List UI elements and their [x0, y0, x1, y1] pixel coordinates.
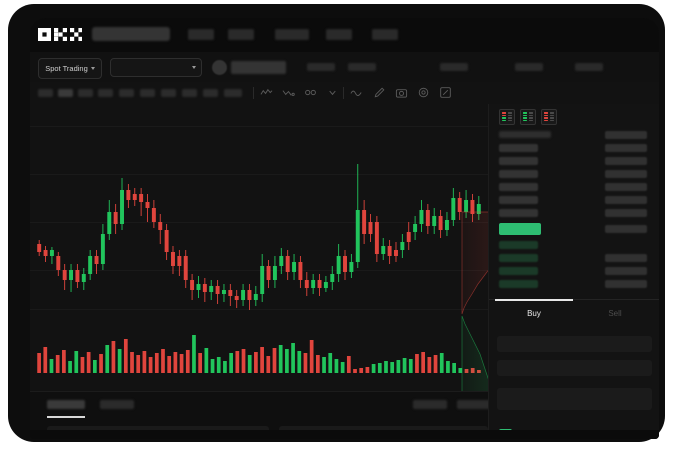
- pair-avatar-icon: [212, 60, 227, 75]
- fullscreen-icon[interactable]: [439, 86, 452, 99]
- bottom-tab-1[interactable]: [47, 400, 85, 409]
- pair-selector[interactable]: [110, 58, 202, 77]
- footer-strip: [30, 430, 659, 439]
- orderbook-ask-row-6[interactable]: [499, 209, 538, 217]
- orderbook-bid-row-1[interactable]: [499, 241, 538, 249]
- orderbook-bid-amt-4: [605, 280, 647, 288]
- orderbook-mode-asks-icon[interactable]: [541, 109, 557, 125]
- nav-item-5[interactable]: [372, 29, 398, 40]
- stat-24h-high: [348, 63, 376, 71]
- tab-buy[interactable]: Buy: [527, 309, 541, 318]
- orderbook-ask-amt-5: [605, 196, 647, 204]
- toolbar-divider-1: [253, 87, 254, 99]
- orderbook-last-price-highlight: [499, 223, 541, 235]
- orderbook-header-amount: [605, 131, 647, 139]
- chart-toolbar: [30, 82, 659, 105]
- gridline-5: [30, 309, 488, 310]
- market-type-label: Spot Trading: [45, 64, 88, 73]
- device-bezel: Spot Trading: [8, 4, 665, 442]
- stat-24h-change: [307, 63, 335, 71]
- settings-gear-icon[interactable]: [417, 86, 430, 99]
- orderbook-ask-amt-4: [605, 183, 647, 191]
- orderbook-bid-row-2[interactable]: [499, 254, 538, 262]
- orderbook-ask-row-4[interactable]: [499, 183, 538, 191]
- orderbook-mode-both-icon[interactable]: [499, 109, 515, 125]
- gridline-2: [30, 174, 488, 175]
- chevron-down-icon-toolbar[interactable]: [326, 86, 339, 99]
- device-screen: Spot Trading: [30, 18, 659, 439]
- tab-sell[interactable]: Sell: [608, 309, 622, 318]
- order-amount-field[interactable]: [497, 360, 652, 376]
- orderbook-ask-row-2[interactable]: [499, 157, 538, 165]
- timeframe-1[interactable]: [38, 89, 53, 97]
- trade-panel-tabs: Buy Sell: [489, 299, 659, 330]
- bottom-action-2[interactable]: [457, 400, 491, 409]
- orderbook-bid-row-3[interactable]: [499, 267, 538, 275]
- orderbook-ask-row-1[interactable]: [499, 144, 538, 152]
- stat-24h-low: [440, 63, 468, 71]
- chevron-down-icon-2: [192, 66, 196, 69]
- orderbook-ask-amt-1: [605, 144, 647, 152]
- orderbook-header-price: [499, 131, 551, 138]
- toolbar-divider-2: [343, 87, 344, 99]
- orderbook-bid-row-4[interactable]: [499, 280, 538, 288]
- chevron-down-icon: [90, 67, 95, 70]
- bottom-tab-active-indicator: [47, 416, 85, 418]
- okx-logo[interactable]: [38, 28, 82, 41]
- gridline-3: [30, 222, 488, 223]
- timeframe-8[interactable]: [182, 89, 197, 97]
- orderbook-view-modes: [499, 109, 557, 125]
- pencil-icon[interactable]: [373, 86, 386, 99]
- orderbook-ask-amt-6: [605, 209, 647, 217]
- market-toolbar: Spot Trading: [30, 52, 659, 82]
- nav-item-1[interactable]: [188, 29, 214, 40]
- search-input[interactable]: [92, 27, 170, 41]
- camera-icon[interactable]: [395, 86, 408, 99]
- buy-tab-active-indicator: [495, 299, 573, 301]
- timeframe-7[interactable]: [161, 89, 176, 97]
- stat-turnover: [575, 63, 603, 71]
- compare-icon[interactable]: [282, 86, 295, 99]
- candlestick-series: [37, 164, 481, 310]
- timeframe-6[interactable]: [140, 89, 155, 97]
- nav-item-2[interactable]: [228, 29, 254, 40]
- timeframe-4[interactable]: [98, 89, 113, 97]
- orderbook-panel: Buy Sell: [488, 104, 659, 439]
- stat-volume: [515, 63, 543, 71]
- volume-series: [37, 335, 481, 373]
- market-type-selector[interactable]: Spot Trading: [38, 58, 102, 79]
- orderbook-ask-amt-3: [605, 170, 647, 178]
- orderbook-ask-row-5[interactable]: [499, 196, 538, 204]
- timeframe-5[interactable]: [119, 89, 134, 97]
- nav-item-3[interactable]: [275, 29, 309, 40]
- order-total-field[interactable]: [497, 388, 652, 410]
- bottom-tab-2[interactable]: [100, 400, 134, 409]
- indicator-icon[interactable]: [260, 86, 273, 99]
- price-display: [231, 61, 286, 74]
- timeframe-3[interactable]: [78, 89, 93, 97]
- orderbook-ask-amt-2: [605, 157, 647, 165]
- timeframe-9[interactable]: [203, 89, 218, 97]
- gridline-4: [30, 270, 488, 271]
- orderbook-mode-bids-icon[interactable]: [520, 109, 536, 125]
- price-chart[interactable]: [30, 104, 488, 391]
- line-chart-icon[interactable]: [350, 86, 363, 99]
- orderbook-bid-amt-3: [605, 267, 647, 275]
- order-price-field[interactable]: [497, 336, 652, 352]
- top-navigation-bar: [30, 18, 659, 52]
- alert-icon[interactable]: [304, 86, 317, 99]
- bottom-action-1[interactable]: [413, 400, 447, 409]
- orderbook-ask-row-3[interactable]: [499, 170, 538, 178]
- nav-item-4[interactable]: [326, 29, 352, 40]
- orderbook-last-amount: [605, 225, 647, 233]
- gridline-1: [30, 126, 488, 127]
- timeframe-2-active[interactable]: [58, 89, 73, 97]
- orderbook-bid-amt-2: [605, 254, 647, 262]
- timeframe-10[interactable]: [224, 89, 242, 97]
